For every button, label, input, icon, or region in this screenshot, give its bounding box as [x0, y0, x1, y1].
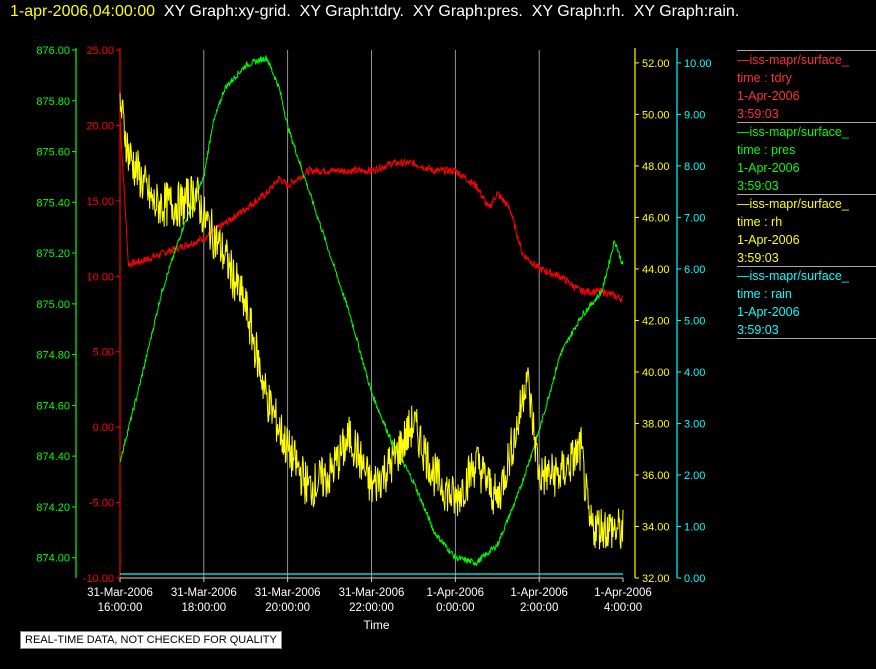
- rain-tick-label: 6.00: [684, 264, 705, 276]
- rh-tick-label: 38.00: [642, 418, 670, 430]
- legend-label: time : tdry: [737, 71, 792, 85]
- x-tick-label-time: 18:00:00: [181, 602, 226, 614]
- legend-time: 3:59:03: [737, 179, 779, 193]
- rain-tick-label: 3.00: [684, 418, 705, 430]
- legend-name: —iss-mapr/surface_: [737, 269, 849, 283]
- pres-tick-label: 876.00: [36, 45, 70, 57]
- legend-date: 1-Apr-2006: [737, 161, 800, 175]
- legend-separator: [737, 266, 876, 267]
- legend-label: time : pres: [737, 143, 796, 157]
- legend-time: 3:59:03: [737, 251, 779, 265]
- pres-tick-label: 875.40: [36, 197, 70, 209]
- legend-label: time : rain: [737, 287, 792, 301]
- legend-name: —iss-mapr/surface_: [737, 125, 849, 139]
- legend-separator: [737, 194, 876, 195]
- x-tick-label-date: 31-Mar-2006: [87, 587, 153, 599]
- series-line-rh: [119, 92, 624, 550]
- legend-name: —iss-mapr/surface_: [737, 53, 849, 67]
- legend-date: 1-Apr-2006: [737, 305, 800, 319]
- x-tick-label-time: 0:00:00: [436, 602, 474, 614]
- rh-tick-label: 46.00: [642, 212, 670, 224]
- rh-tick-label: 34.00: [642, 521, 670, 533]
- rain-tick-label: 10.00: [684, 58, 712, 70]
- rh-tick-label: 44.00: [642, 264, 670, 276]
- header-graph-titles: XY Graph:xy-grid. XY Graph:tdry. XY Grap…: [155, 3, 740, 20]
- rh-tick-label: 50.00: [642, 109, 670, 121]
- legend-separator: [737, 50, 876, 51]
- tdry-tick-label: 10.00: [86, 271, 114, 283]
- legend-entry: —iss-mapr/surface_time : tdry 1-Apr-2006 3…: [737, 51, 876, 123]
- legend-separator: [737, 122, 876, 123]
- rain-tick-label: 2.00: [684, 470, 705, 482]
- rain-tick-label: 5.00: [684, 315, 705, 327]
- pres-tick-label: 875.60: [36, 147, 70, 159]
- pres-tick-label: 874.80: [36, 350, 70, 362]
- rain-tick-label: 8.00: [684, 161, 705, 173]
- rain-tick-label: 0.00: [684, 573, 705, 585]
- pres-tick-label: 874.40: [36, 451, 70, 463]
- pres-tick-label: 875.00: [36, 299, 70, 311]
- legend-time: 3:59:03: [737, 323, 779, 337]
- legend-separator: [737, 338, 876, 339]
- rh-tick-label: 42.00: [642, 315, 670, 327]
- legend-entry: —iss-mapr/surface_time : pres 1-Apr-2006 3…: [737, 123, 876, 195]
- pres-tick-label: 875.20: [36, 248, 70, 260]
- pres-tick-label: 874.00: [36, 553, 70, 565]
- legend-date: 1-Apr-2006: [737, 89, 800, 103]
- rain-tick-label: 7.00: [684, 212, 705, 224]
- legend-time: 3:59:03: [737, 107, 779, 121]
- x-axis-title: Time: [363, 618, 390, 632]
- tdry-tick-label: -5.00: [89, 498, 114, 510]
- tdry-tick-label: 15.00: [86, 196, 114, 208]
- series-line-tdry: [119, 117, 624, 303]
- window-header: 1-apr-2006,04:00:00 XY Graph:xy-grid. XY…: [10, 3, 739, 21]
- pres-tick-label: 874.60: [36, 400, 70, 412]
- rh-tick-label: 40.00: [642, 367, 670, 379]
- x-tick-label-date: 31-Mar-2006: [255, 587, 321, 599]
- series-line-pres: [119, 55, 624, 567]
- quality-note: REAL-TIME DATA, NOT CHECKED FOR QUALITY: [20, 631, 282, 649]
- pres-tick-label: 875.80: [36, 96, 70, 108]
- rain-tick-label: 4.00: [684, 367, 705, 379]
- tdry-tick-label: 25.00: [86, 45, 114, 57]
- tdry-tick-label: -10.00: [83, 573, 114, 585]
- x-tick-label-time: 20:00:00: [265, 602, 310, 614]
- x-tick-label-time: 16:00:00: [98, 602, 143, 614]
- header-timestamp: 1-apr-2006,04:00:00: [10, 3, 155, 20]
- tdry-tick-label: 5.00: [93, 347, 114, 359]
- rain-tick-label: 1.00: [684, 521, 705, 533]
- tdry-tick-label: 0.00: [93, 422, 114, 434]
- legend-label: time : rh: [737, 215, 783, 229]
- x-tick-label-time: 2:00:00: [520, 602, 558, 614]
- rh-tick-label: 52.00: [642, 58, 670, 70]
- rh-tick-label: 32.00: [642, 573, 670, 585]
- legend-name: —iss-mapr/surface_: [737, 197, 849, 211]
- x-tick-label-date: 1-Apr-2006: [427, 587, 485, 599]
- rain-tick-label: 9.00: [684, 109, 705, 121]
- x-tick-label-date: 1-Apr-2006: [510, 587, 568, 599]
- rh-tick-label: 48.00: [642, 161, 670, 173]
- x-tick-label-time: 4:00:00: [604, 602, 642, 614]
- legend-date: 1-Apr-2006: [737, 233, 800, 247]
- legend-entry: —iss-mapr/surface_time : rh 1-Apr-2006 3:5…: [737, 195, 876, 267]
- tdry-tick-label: 20.00: [86, 120, 114, 132]
- pres-tick-label: 874.20: [36, 502, 70, 514]
- x-tick-label-time: 22:00:00: [349, 602, 394, 614]
- x-tick-label-date: 31-Mar-2006: [171, 587, 237, 599]
- legend-entry: —iss-mapr/surface_time : rain 1-Apr-2006 3…: [737, 267, 876, 339]
- rh-tick-label: 36.00: [642, 470, 670, 482]
- x-tick-label-date: 31-Mar-2006: [339, 587, 405, 599]
- x-tick-label-date: 1-Apr-2006: [594, 587, 652, 599]
